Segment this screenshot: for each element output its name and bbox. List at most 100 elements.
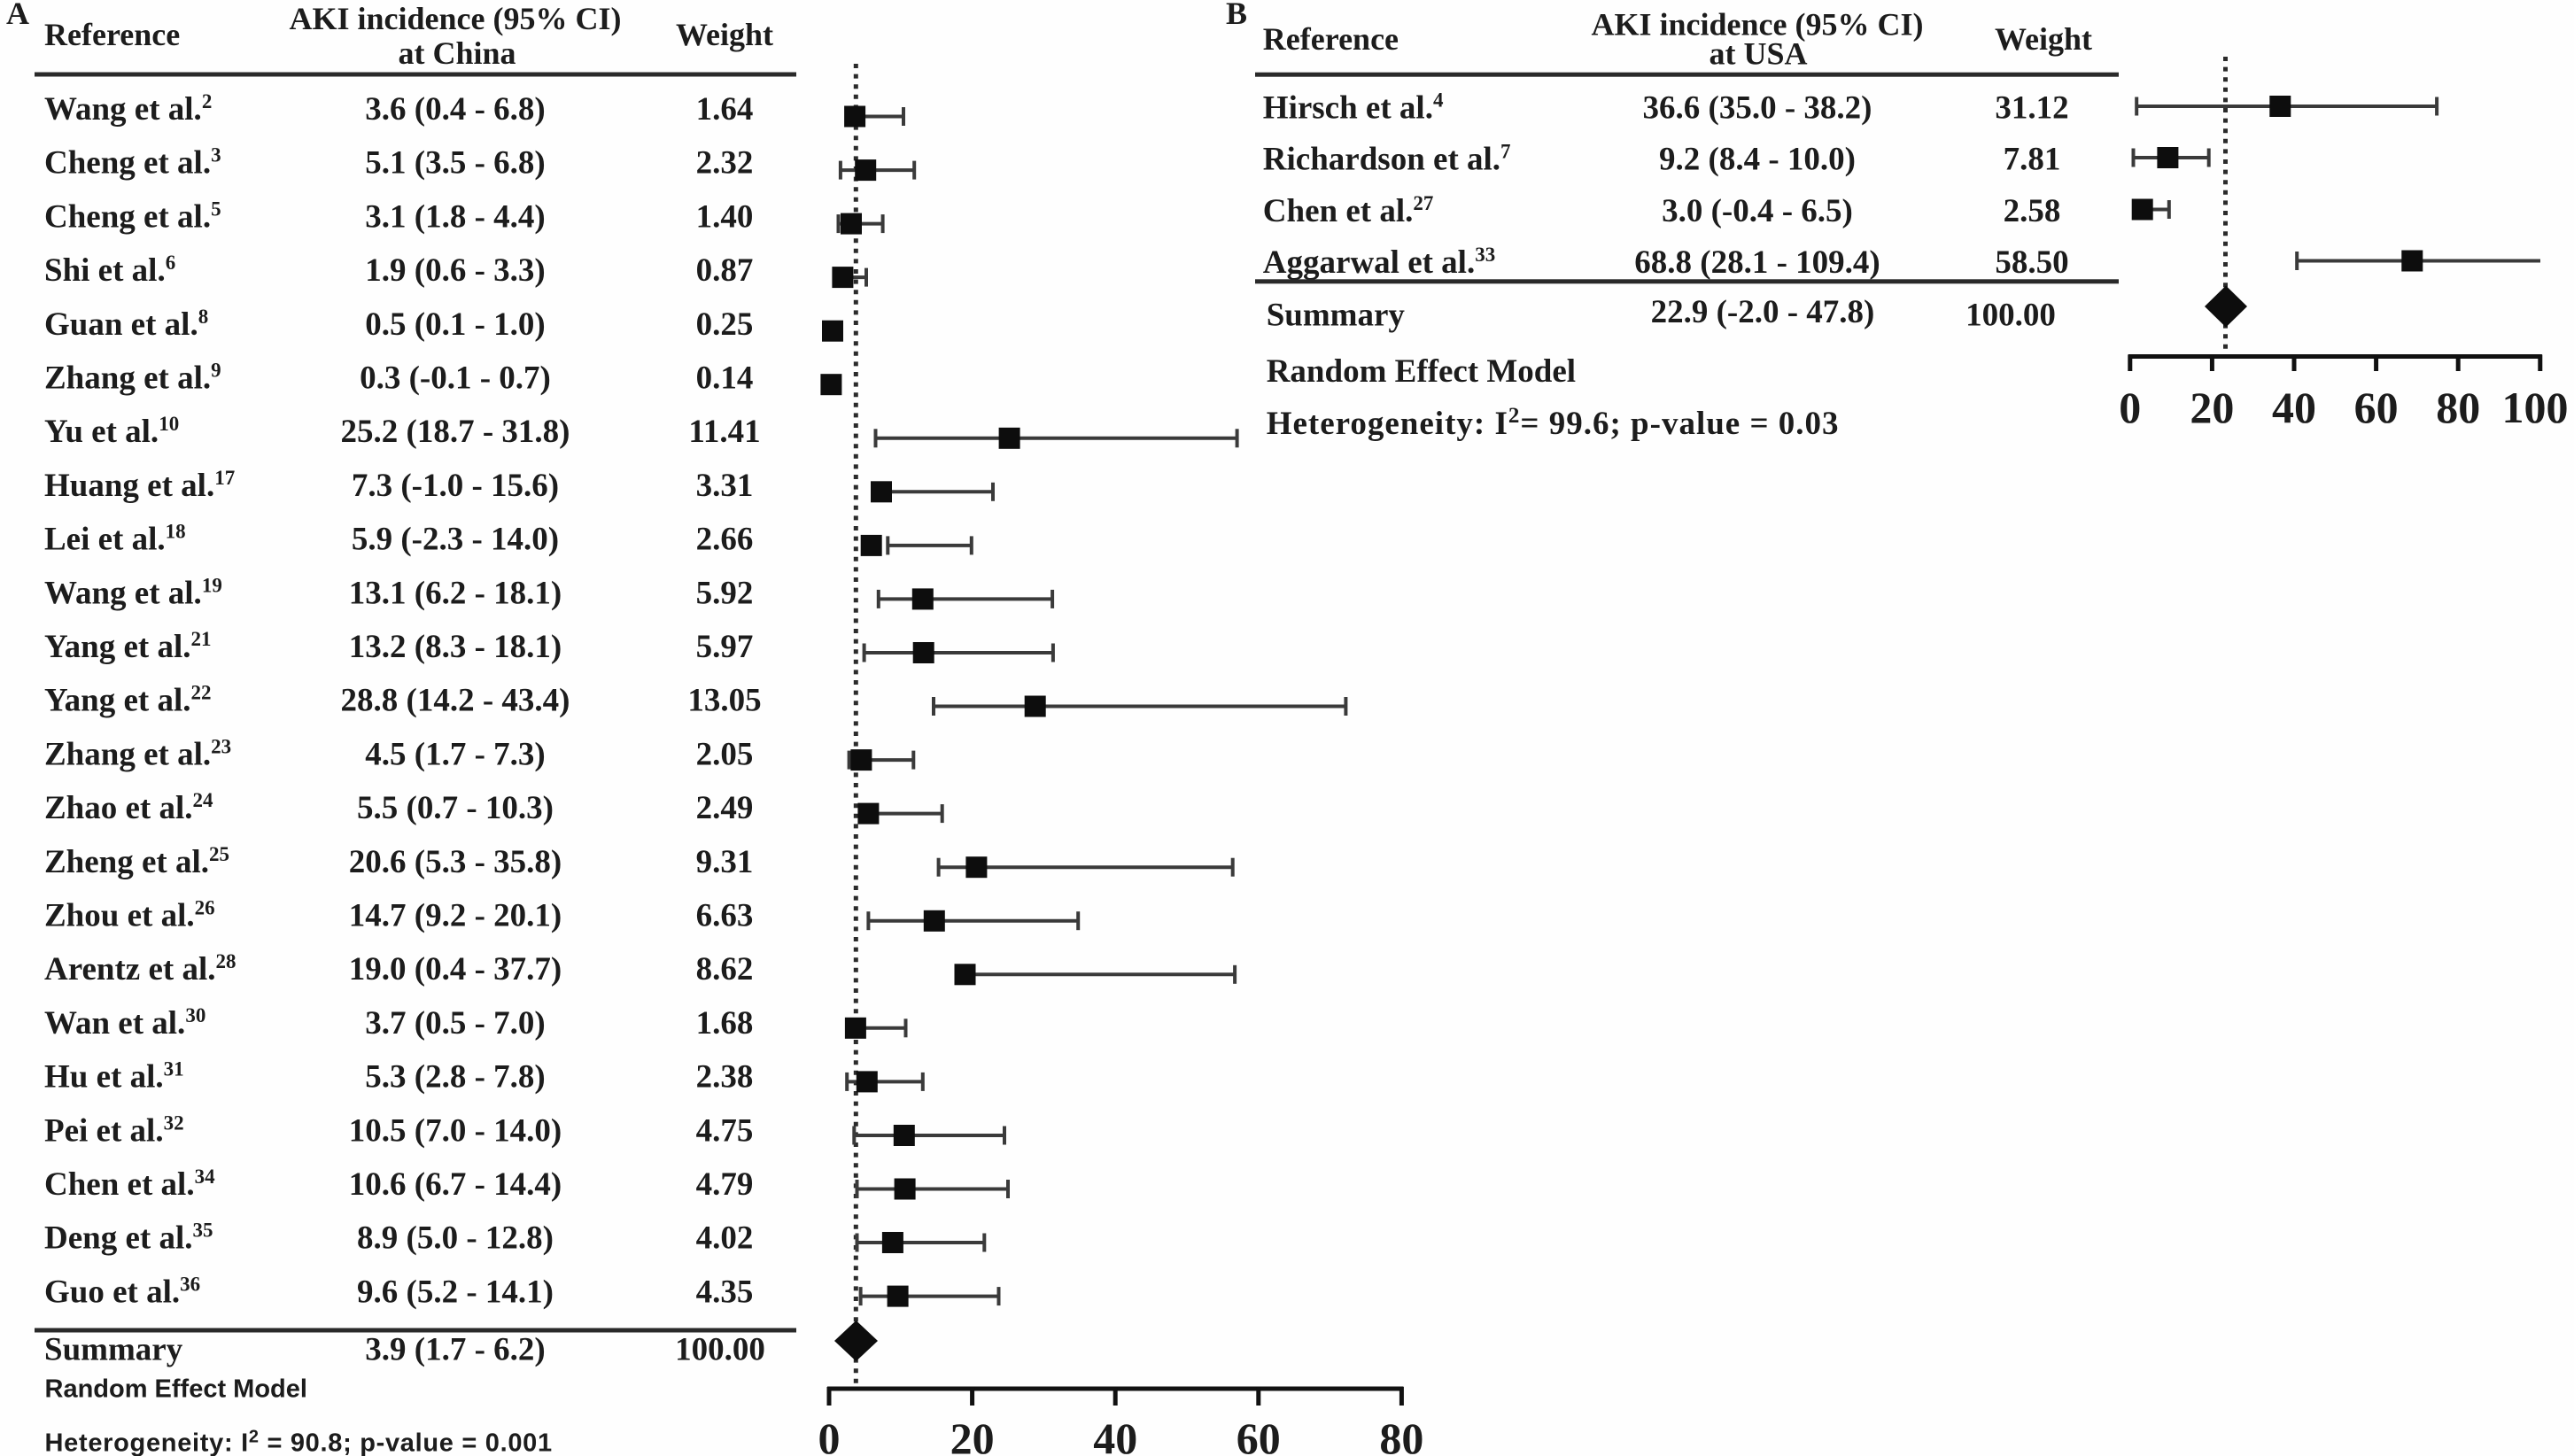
svg-text:19.0 (0.4 - 37.7): 19.0 (0.4 - 37.7): [349, 951, 562, 987]
svg-text:Weight: Weight: [1995, 21, 2092, 57]
svg-text:Guo et al.36: Guo et al.36: [44, 1273, 200, 1310]
svg-text:2.66: 2.66: [696, 522, 754, 558]
svg-text:5.9 (-2.3 - 14.0): 5.9 (-2.3 - 14.0): [352, 522, 559, 558]
svg-text:0.87: 0.87: [696, 252, 754, 289]
svg-text:13.05: 13.05: [687, 683, 761, 719]
svg-text:2.49: 2.49: [696, 790, 754, 826]
svg-text:Zhao et al.24: Zhao et al.24: [44, 789, 213, 826]
svg-text:80: 80: [1379, 1413, 1423, 1456]
svg-text:Richardson et al.7: Richardson et al.7: [1263, 141, 1511, 178]
svg-text:20: 20: [950, 1413, 995, 1456]
svg-text:Weight: Weight: [676, 17, 773, 52]
svg-text:Zheng et al.25: Zheng et al.25: [44, 843, 229, 880]
svg-text:40: 40: [1093, 1413, 1137, 1456]
svg-text:Random Effect Model: Random Effect Model: [1267, 353, 1576, 390]
svg-text:60: 60: [1237, 1413, 1281, 1456]
svg-text:0.5 (0.1 - 1.0): 0.5 (0.1 - 1.0): [365, 306, 545, 343]
svg-text:22.9 (-2.0 - 47.8): 22.9 (-2.0 - 47.8): [1651, 294, 1875, 330]
svg-text:Summary: Summary: [44, 1332, 183, 1368]
svg-text:Hu et al.31: Hu et al.31: [44, 1058, 184, 1096]
svg-text:9.31: 9.31: [696, 844, 754, 880]
svg-text:36.6 (35.0 - 38.2): 36.6 (35.0 - 38.2): [1643, 90, 1872, 127]
svg-text:Cheng et al.5: Cheng et al.5: [44, 197, 221, 235]
svg-text:Zhou et al.26: Zhou et al.26: [44, 897, 215, 934]
svg-text:0: 0: [818, 1413, 841, 1456]
svg-text:Summary: Summary: [1267, 298, 1406, 334]
svg-text:1.40: 1.40: [696, 198, 754, 235]
svg-text:0.14: 0.14: [696, 360, 754, 397]
svg-text:3.9 (1.7 - 6.2): 3.9 (1.7 - 6.2): [365, 1332, 545, 1368]
svg-text:68.8 (28.1 - 109.4): 68.8 (28.1 - 109.4): [1634, 244, 1880, 281]
svg-text:Pei et al.32: Pei et al.32: [44, 1111, 184, 1149]
svg-text:2.58: 2.58: [2004, 193, 2061, 229]
svg-text:Arentz et al.28: Arentz et al.28: [44, 950, 236, 987]
svg-text:at China: at China: [398, 35, 516, 71]
svg-text:Lei et al.18: Lei et al.18: [44, 521, 186, 558]
svg-text:Heterogeneity: I2= 99.6; p-val: Heterogeneity: I2= 99.6; p-value = 0.03: [1267, 404, 1840, 442]
svg-text:Shi et al.6: Shi et al.6: [44, 252, 175, 289]
svg-text:A: A: [6, 0, 29, 31]
svg-text:AKI incidence (95% CI): AKI incidence (95% CI): [290, 1, 622, 36]
svg-text:5.92: 5.92: [696, 575, 754, 611]
svg-text:3.31: 3.31: [696, 468, 754, 504]
svg-text:Wang et al.19: Wang et al.19: [44, 574, 222, 611]
svg-text:0.3 (-0.1 - 0.7): 0.3 (-0.1 - 0.7): [360, 360, 551, 397]
svg-text:3.0 (-0.4 - 6.5): 3.0 (-0.4 - 6.5): [1662, 193, 1853, 229]
svg-text:Reference: Reference: [44, 17, 180, 52]
svg-text:14.7 (9.2 - 20.1): 14.7 (9.2 - 20.1): [349, 898, 562, 934]
svg-text:Yu et al.10: Yu et al.10: [44, 413, 179, 450]
svg-text:20: 20: [2190, 383, 2234, 432]
svg-text:Chen et al.34: Chen et al.34: [44, 1166, 215, 1203]
svg-text:5.5 (0.7 - 10.3): 5.5 (0.7 - 10.3): [357, 790, 554, 826]
svg-text:0: 0: [2119, 383, 2141, 432]
svg-text:2.32: 2.32: [696, 145, 754, 182]
svg-text:13.2 (8.3 - 18.1): 13.2 (8.3 - 18.1): [349, 629, 562, 665]
svg-text:7.81: 7.81: [2004, 142, 2061, 178]
svg-text:Yang et al.21: Yang et al.21: [44, 628, 211, 665]
svg-text:100: 100: [2502, 383, 2569, 432]
svg-text:AKI incidence (95% CI): AKI incidence (95% CI): [1592, 7, 1924, 43]
svg-text:31.12: 31.12: [1995, 90, 2068, 127]
svg-text:20.6 (5.3 - 35.8): 20.6 (5.3 - 35.8): [349, 844, 562, 880]
svg-text:100.00: 100.00: [1965, 298, 2056, 334]
svg-text:4.75: 4.75: [696, 1112, 754, 1149]
svg-text:Chen et al.27: Chen et al.27: [1263, 192, 1434, 229]
svg-text:7.3 (-1.0 - 15.6): 7.3 (-1.0 - 15.6): [352, 468, 559, 504]
svg-text:Wan et al.30: Wan et al.30: [44, 1004, 205, 1042]
svg-text:1.64: 1.64: [696, 91, 754, 128]
svg-text:4.79: 4.79: [696, 1166, 754, 1203]
svg-text:9.6 (5.2 - 14.1): 9.6 (5.2 - 14.1): [357, 1274, 554, 1310]
svg-text:4.02: 4.02: [696, 1220, 754, 1257]
svg-text:8.62: 8.62: [696, 951, 754, 987]
svg-text:Zhang et al.9: Zhang et al.9: [44, 360, 221, 397]
svg-text:Hirsch et al.4: Hirsch et al.4: [1263, 89, 1444, 127]
svg-text:58.50: 58.50: [1995, 244, 2068, 281]
svg-text:10.5 (7.0 - 14.0): 10.5 (7.0 - 14.0): [349, 1112, 562, 1149]
svg-text:Reference: Reference: [1263, 21, 1399, 57]
svg-text:Cheng et al.3: Cheng et al.3: [44, 144, 221, 182]
svg-text:Aggarwal et al.33: Aggarwal et al.33: [1263, 244, 1495, 281]
svg-text:Random Effect Model: Random Effect Model: [45, 1375, 307, 1404]
svg-text:Heterogeneity: I2 = 90.8; p-va: Heterogeneity: I2 = 90.8; p-value = 0.00…: [45, 1428, 553, 1456]
svg-text:Huang et al.17: Huang et al.17: [44, 467, 235, 504]
svg-text:0.25: 0.25: [696, 306, 754, 343]
svg-text:60: 60: [2354, 383, 2399, 432]
svg-text:Zhang et al.23: Zhang et al.23: [44, 735, 231, 772]
svg-text:3.7 (0.5 - 7.0): 3.7 (0.5 - 7.0): [365, 1005, 545, 1042]
svg-text:3.6 (0.4 - 6.8): 3.6 (0.4 - 6.8): [365, 91, 545, 128]
svg-text:80: 80: [2436, 383, 2480, 432]
svg-text:5.97: 5.97: [696, 629, 754, 665]
svg-text:Deng et al.35: Deng et al.35: [44, 1220, 213, 1257]
svg-text:2.38: 2.38: [696, 1059, 754, 1096]
svg-text:5.3 (2.8 - 7.8): 5.3 (2.8 - 7.8): [365, 1059, 545, 1096]
svg-text:1.68: 1.68: [696, 1005, 754, 1042]
svg-text:40: 40: [2272, 383, 2316, 432]
svg-text:9.2 (8.4 - 10.0): 9.2 (8.4 - 10.0): [1659, 142, 1856, 178]
svg-text:Guan et al.8: Guan et al.8: [44, 306, 208, 343]
svg-text:5.1 (3.5 - 6.8): 5.1 (3.5 - 6.8): [365, 145, 545, 182]
svg-text:8.9 (5.0 - 12.8): 8.9 (5.0 - 12.8): [357, 1220, 554, 1257]
svg-text:3.1 (1.8 - 4.4): 3.1 (1.8 - 4.4): [365, 198, 545, 235]
svg-text:Yang et al.22: Yang et al.22: [44, 682, 211, 719]
svg-text:28.8 (14.2 - 43.4): 28.8 (14.2 - 43.4): [341, 683, 570, 719]
svg-text:10.6 (6.7 - 14.4): 10.6 (6.7 - 14.4): [349, 1166, 562, 1203]
